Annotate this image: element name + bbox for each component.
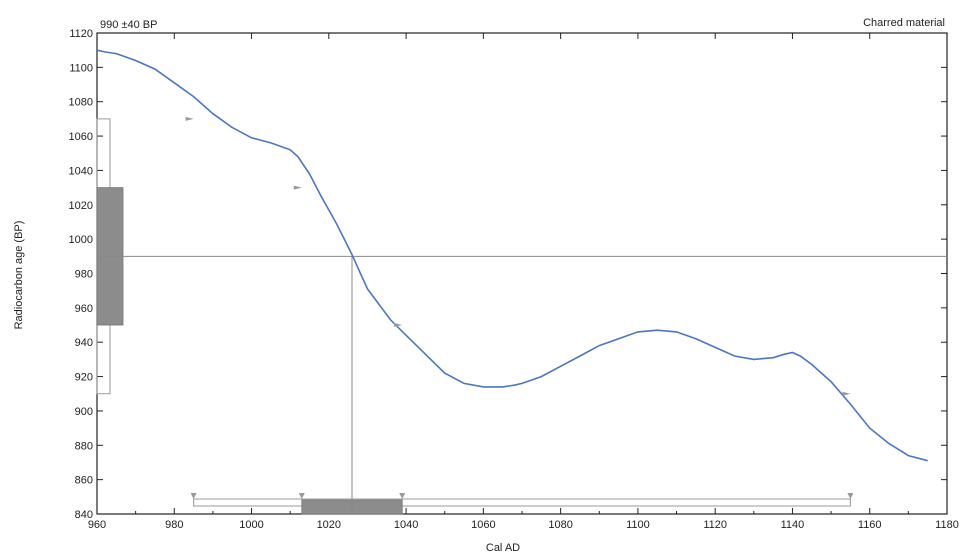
header-left: 990 ±40 BP bbox=[100, 19, 157, 31]
axis-marker bbox=[190, 493, 197, 499]
guide-lines bbox=[97, 255, 947, 514]
x-tick-label: 1020 bbox=[317, 519, 341, 531]
x-tick-label: 1060 bbox=[471, 519, 495, 531]
y-tick-label: 920 bbox=[75, 372, 93, 384]
axis-marker bbox=[847, 493, 854, 499]
x-tick-label: 960 bbox=[88, 519, 106, 531]
curve-marker bbox=[394, 323, 403, 328]
calibrated-2sigma-box bbox=[193, 498, 851, 507]
y-tick-label: 980 bbox=[75, 269, 93, 281]
y-tick-label: 940 bbox=[75, 337, 93, 349]
x-tick-label: 1120 bbox=[703, 519, 727, 531]
axis-marker bbox=[399, 493, 406, 499]
y-tick-label: 840 bbox=[75, 509, 93, 521]
x-tick-label: 1000 bbox=[239, 519, 263, 531]
y-axis-ticks: 840 860 880 900 920 940 960 980 1000 1020 1040 1060… bbox=[69, 28, 947, 521]
plot-frame bbox=[96, 32, 948, 515]
y-tick-label: 1100 bbox=[69, 62, 93, 74]
y-tick-label: 1020 bbox=[69, 200, 93, 212]
header-right: Charred material bbox=[863, 17, 945, 29]
curve-marker bbox=[842, 391, 851, 396]
y-tick-label: 1000 bbox=[69, 234, 93, 246]
sigma-markers bbox=[185, 116, 854, 499]
x-axis-ticks: 960 980 1000 1020 1040 1060 1080 1100 1120 1140 11… bbox=[88, 33, 959, 531]
y-axis-title: Radiocarbon age (BP) bbox=[13, 221, 25, 330]
x-tick-label: 1080 bbox=[548, 519, 572, 531]
curve-marker bbox=[185, 116, 194, 121]
y-tick-label: 880 bbox=[75, 440, 93, 452]
x-tick-label: 1160 bbox=[858, 519, 882, 531]
y-tick-label: 1120 bbox=[69, 28, 93, 40]
x-tick-label: 1180 bbox=[935, 519, 959, 531]
x-tick-label: 1040 bbox=[394, 519, 418, 531]
y-tick-label: 1060 bbox=[69, 131, 93, 143]
calibration-curve-line bbox=[96, 49, 928, 462]
y-tick-label: 860 bbox=[75, 475, 93, 487]
x-axis-title: Cal AD bbox=[486, 542, 520, 554]
curve-marker bbox=[293, 185, 302, 190]
y-tick-label: 1080 bbox=[69, 97, 93, 109]
axis-marker bbox=[298, 493, 305, 499]
x-tick-label: 1100 bbox=[626, 519, 650, 531]
x-tick-label: 980 bbox=[165, 519, 183, 531]
y-tick-label: 900 bbox=[75, 406, 93, 418]
x-tick-label: 1140 bbox=[781, 519, 805, 531]
y-tick-label: 960 bbox=[75, 303, 93, 315]
y-tick-label: 1040 bbox=[69, 165, 93, 177]
